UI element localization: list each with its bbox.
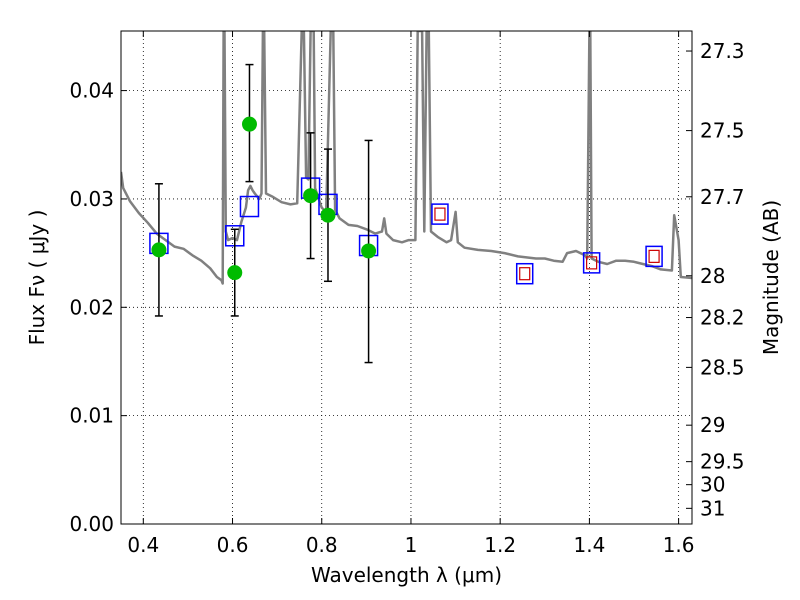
x-tick-label: 1.6	[663, 533, 695, 557]
y-tick-label: 0.02	[69, 295, 114, 319]
x-tick-label: 1	[405, 533, 418, 557]
predicted-band-inner-square	[648, 249, 660, 263]
x-tick-label: 1.2	[484, 533, 516, 557]
axis-ticks: 0.4 0.6 0.8 1 1.2 1.4 1.6 0.00 0.01 0.02 0.03 0.04 2…	[69, 31, 745, 557]
predicted-band-square	[515, 262, 534, 285]
observed-point	[303, 188, 319, 204]
x-tick-label: 0.4	[127, 533, 159, 557]
y2-tick-label: 27.5	[700, 119, 745, 143]
x-tick-label: 0.8	[306, 533, 338, 557]
y2-tick-label: 30	[700, 473, 725, 497]
observed-point	[227, 265, 243, 281]
x-tick-label: 0.6	[217, 533, 249, 557]
y2-tick-label: 28.5	[700, 355, 745, 379]
observed-point	[241, 116, 257, 132]
plot-content	[121, 31, 692, 364]
y2-tick-label: 28.2	[700, 306, 745, 330]
y-axis-label: Flux Fν ( μJy )	[25, 210, 49, 346]
y2-tick-label: 27.3	[700, 39, 745, 63]
x-tick-label: 1.4	[573, 533, 605, 557]
predicted-band-inner-square	[586, 256, 598, 270]
model-band-square	[239, 195, 260, 218]
y2-axis-label: Magnitude (AB)	[759, 200, 783, 355]
y2-tick-label: 28	[700, 264, 725, 288]
predicted-band-inner-square	[434, 207, 446, 221]
y2-tick-label: 31	[700, 496, 725, 520]
y2-tick-label: 29	[700, 413, 725, 437]
y2-tick-label: 27.7	[700, 185, 745, 209]
observed-point	[320, 207, 336, 223]
y2-tick-label: 29.5	[700, 450, 745, 474]
y-tick-label: 0.04	[69, 79, 114, 103]
observed-point	[151, 242, 167, 258]
y-tick-label: 0.03	[69, 187, 114, 211]
sed-line	[121, 31, 692, 285]
predicted-band-inner-square	[519, 267, 531, 281]
plot-frame	[120, 30, 693, 525]
grid-lines	[121, 31, 692, 525]
y-tick-label: 0.00	[69, 512, 114, 536]
y-tick-label: 0.01	[69, 404, 114, 428]
predicted-band-square	[582, 252, 601, 274]
observed-point	[361, 243, 377, 259]
predicted-band-square	[645, 245, 663, 268]
predicted-band-square	[431, 203, 449, 225]
x-axis-label: Wavelength λ (μm)	[311, 563, 502, 587]
